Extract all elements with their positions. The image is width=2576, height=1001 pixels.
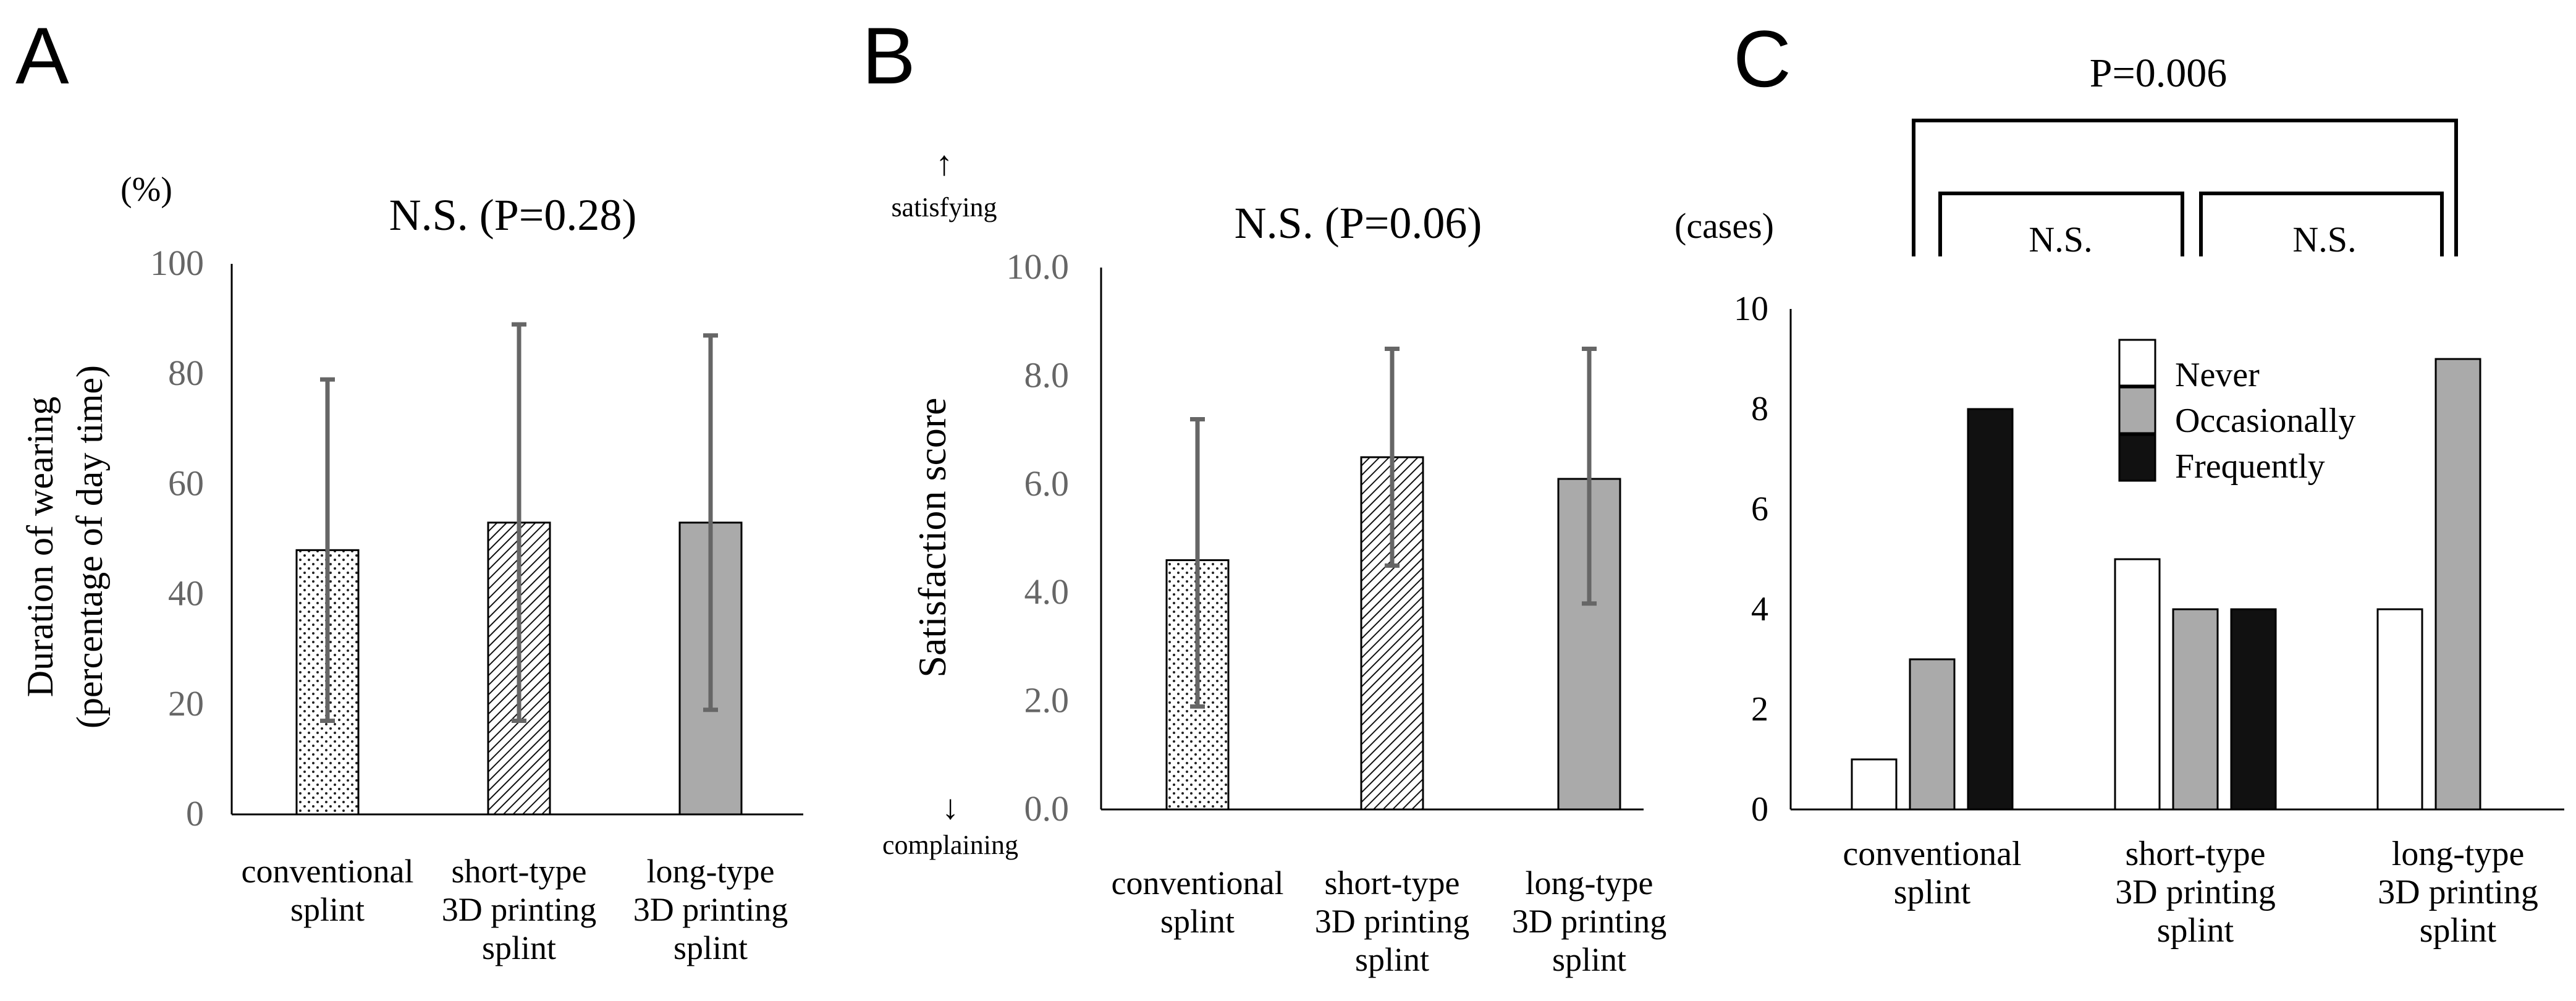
y-tick-label: 10.0	[1007, 247, 1070, 287]
category-label-1: conventional	[1112, 864, 1284, 902]
y-tick-label: 20	[168, 683, 204, 724]
y-tick-label: 8.0	[1024, 355, 1070, 395]
y-tick-label: 0	[186, 793, 204, 834]
comparison-2-bracket	[2199, 192, 2444, 256]
panel-b-bottom-annotation: complaining	[882, 830, 1018, 860]
legend: Never Occasionally Frequently	[2118, 339, 2355, 486]
category-label-3: long-type	[647, 853, 775, 890]
legend-label-occasionally: Occasionally	[2175, 402, 2355, 440]
panel-a-label: A	[15, 11, 69, 101]
panel-c-y-ticks: 0 2 4 6 8 10	[1734, 290, 1768, 829]
legend-swatch-never	[2118, 339, 2156, 387]
category-label-3: 3D printing	[2378, 873, 2538, 911]
panel-c-label: C	[1733, 14, 1791, 104]
panel-a-ylabel-line-2: (percentage of day time)	[69, 365, 110, 729]
comparison-1-bracket	[1938, 192, 2184, 256]
y-tick-label: 4	[1751, 590, 1768, 628]
category-label-1: conventional	[242, 853, 414, 890]
panel-b-label: B	[862, 11, 916, 101]
category-label-3: splint	[2420, 911, 2497, 950]
category-label-2: splint	[1355, 941, 1429, 978]
y-tick-label: 6	[1751, 490, 1768, 528]
y-tick-label: 6.0	[1024, 463, 1070, 504]
comparison-1-label: N.S.	[2029, 219, 2092, 260]
legend-label-frequently: Frequently	[2175, 447, 2325, 486]
y-tick-label: 4.0	[1024, 572, 1070, 612]
y-tick-label: 8	[1751, 390, 1768, 428]
bar-never-1	[1851, 758, 1898, 811]
panel-a-ylabel-line-1: Duration of wearing	[20, 397, 61, 698]
panel-b-error-bars	[1190, 347, 1597, 709]
category-label-2: 3D printing	[2115, 873, 2276, 911]
y-tick-label: 60	[168, 463, 204, 503]
category-label-3: splint	[1552, 941, 1626, 978]
category-label-2: short-type	[2125, 835, 2265, 873]
panel-a-y-ticks: 0 20 40 60 80 100	[150, 243, 204, 834]
bar-never-3	[2376, 608, 2423, 811]
y-tick-label: 40	[168, 573, 204, 614]
panel-a-bars	[295, 522, 743, 816]
y-tick-label: 2.0	[1024, 680, 1070, 720]
category-label-2: short-type	[452, 853, 587, 890]
category-label-3: long-type	[2392, 835, 2525, 873]
category-label-1: splint	[1894, 873, 1971, 911]
comparison-overall-bracket	[1912, 119, 2458, 256]
panel-b-bars	[1165, 456, 1621, 811]
category-label-3: splint	[674, 929, 748, 966]
panel-a-title: N.S. (P=0.28)	[389, 190, 637, 240]
panel-a-error-bars	[320, 322, 718, 724]
panel-b-y-ticks: 0.0 2.0 4.0 6.0 8.0 10.0	[1007, 247, 1070, 829]
category-label-2: 3D printing	[1315, 903, 1470, 940]
panel-a-unit: (%)	[120, 171, 172, 209]
panel-c-unit: (cases)	[1674, 206, 1774, 246]
comparison-2-label: N.S.	[2292, 219, 2356, 260]
category-label-1: splint	[1160, 903, 1235, 940]
panel-b-up-arrow: ↑	[935, 145, 953, 183]
y-tick-label: 0.0	[1024, 788, 1070, 829]
y-tick-label: 100	[150, 243, 204, 283]
y-tick-label: 0	[1751, 790, 1768, 829]
y-tick-label: 10	[1734, 290, 1768, 328]
category-label-3: 3D printing	[1512, 903, 1667, 940]
bar-occasionally-2	[2172, 608, 2219, 811]
bar-never-2	[2114, 558, 2161, 811]
bar-occasionally-3	[2435, 358, 2481, 811]
bar-frequently-2	[2230, 608, 2277, 811]
category-label-2: short-type	[1325, 864, 1460, 902]
bar-3	[1557, 478, 1621, 811]
category-label-2: 3D printing	[442, 891, 597, 928]
panel-b-down-arrow: ↓	[942, 788, 959, 827]
category-label-3: 3D printing	[633, 891, 788, 928]
panel-b-title: N.S. (P=0.06)	[1235, 198, 1482, 248]
bar-occasionally-1	[1909, 658, 1956, 811]
category-label-1: conventional	[1843, 835, 2021, 873]
legend-label-never: Never	[2175, 356, 2260, 394]
y-tick-label: 80	[168, 353, 204, 393]
category-label-1: splint	[290, 891, 365, 928]
category-label-3: long-type	[1526, 864, 1653, 902]
category-label-2: splint	[482, 929, 556, 966]
panel-b-ylabel: Satisfaction score	[910, 397, 954, 677]
bar-frequently-1	[1967, 408, 2014, 811]
panel-a: A (%) N.S. (P=0.28) Duration of wearing …	[15, 11, 803, 966]
legend-swatch-frequently	[2118, 434, 2156, 482]
panel-b: B ↑ satisfying N.S. (P=0.06) Satisfactio…	[862, 11, 1666, 978]
panel-c-bars	[1851, 358, 2481, 811]
panel-c: C (cases) P=0.006 N.S. N.S. 0 2 4 6 8 10 conv…	[1674, 14, 2564, 950]
comparison-overall-label: P=0.006	[2090, 51, 2227, 96]
panel-b-top-annotation: satisfying	[891, 192, 997, 222]
y-tick-label: 2	[1751, 690, 1768, 729]
category-label-2: splint	[2157, 911, 2234, 950]
legend-swatch-occasionally	[2118, 386, 2156, 434]
